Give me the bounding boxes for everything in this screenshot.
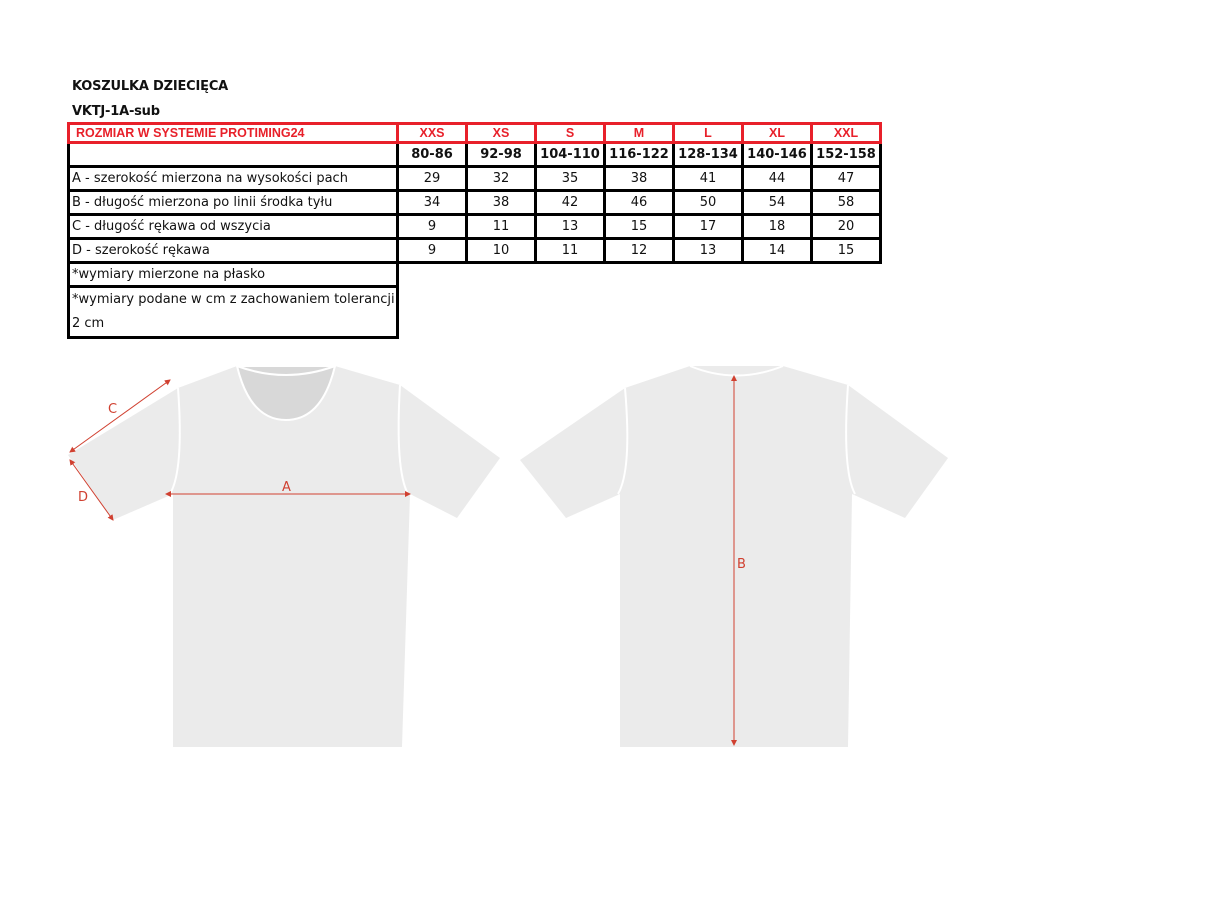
label-b: B — [737, 557, 746, 572]
value-cell: 20 — [810, 213, 882, 240]
table-row: D - szerokość rękawa 9 10 11 12 13 14 15 — [67, 237, 882, 264]
height-cell: 116-122 — [603, 141, 675, 168]
height-cell: 92-98 — [465, 141, 537, 168]
value-cell: 41 — [672, 165, 744, 192]
table-row: A - szerokość mierzona na wysokości pach… — [67, 165, 882, 192]
row-label: A - szerokość mierzona na wysokości pach — [67, 165, 399, 192]
product-title: KOSZULKA DZIECIĘCA — [72, 79, 229, 94]
value-cell: 9 — [396, 213, 468, 240]
label-d: D — [78, 490, 88, 505]
value-cell: 12 — [603, 237, 675, 264]
value-cell: 38 — [603, 165, 675, 192]
height-cell: 80-86 — [396, 141, 468, 168]
label-a: A — [282, 480, 291, 495]
value-cell: 32 — [465, 165, 537, 192]
value-cell: 10 — [465, 237, 537, 264]
value-cell: 13 — [534, 213, 606, 240]
value-cell: 54 — [741, 189, 813, 216]
label-c: C — [108, 402, 117, 417]
measure-c-arrow — [69, 379, 171, 453]
value-cell: 9 — [396, 237, 468, 264]
value-cell: 35 — [534, 165, 606, 192]
value-cell: 46 — [603, 189, 675, 216]
value-cell: 13 — [672, 237, 744, 264]
value-cell: 11 — [465, 213, 537, 240]
size-m: M — [603, 122, 675, 144]
value-cell: 42 — [534, 189, 606, 216]
row-label: C - długość rękawa od wszycia — [67, 213, 399, 240]
value-cell: 15 — [603, 213, 675, 240]
size-xs: XS — [465, 122, 537, 144]
size-l: L — [672, 122, 744, 144]
note-row: *wymiary mierzone na płasko — [67, 261, 881, 288]
size-table: ROZMIAR W SYSTEMIE PROTIMING24 XXS XS S … — [67, 122, 882, 339]
value-cell: 14 — [741, 237, 813, 264]
value-cell: 50 — [672, 189, 744, 216]
value-cell: 38 — [465, 189, 537, 216]
value-cell: 29 — [396, 165, 468, 192]
height-cell: 152-158 — [810, 141, 882, 168]
value-cell: 34 — [396, 189, 468, 216]
value-cell: 11 — [534, 237, 606, 264]
empty-cell — [67, 141, 399, 168]
size-xxs: XXS — [396, 122, 468, 144]
size-s: S — [534, 122, 606, 144]
value-cell: 15 — [810, 237, 882, 264]
height-cell: 140-146 — [741, 141, 813, 168]
size-system-label: ROZMIAR W SYSTEMIE PROTIMING24 — [67, 122, 399, 144]
tshirt-front — [68, 365, 500, 747]
value-cell: 18 — [741, 213, 813, 240]
height-row: 80-86 92-98 104-110 116-122 128-134 140-… — [67, 141, 882, 168]
height-cell: 128-134 — [672, 141, 744, 168]
height-cell: 104-110 — [534, 141, 606, 168]
table-row: C - długość rękawa od wszycia 9 11 13 15… — [67, 213, 882, 240]
size-header-row: ROZMIAR W SYSTEMIE PROTIMING24 XXS XS S … — [67, 122, 882, 144]
value-cell: 58 — [810, 189, 882, 216]
row-label: D - szerokość rękawa — [67, 237, 399, 264]
note-flat: *wymiary mierzone na płasko — [67, 261, 399, 288]
table-row: B - długość mierzona po linii środka tył… — [67, 189, 882, 216]
value-cell: 44 — [741, 165, 813, 192]
note-tolerance: *wymiary podane w cm z zachowaniem toler… — [67, 285, 399, 339]
note-row: *wymiary podane w cm z zachowaniem toler… — [67, 285, 881, 339]
size-xl: XL — [741, 122, 813, 144]
product-code: VKTJ-1A-sub — [72, 104, 160, 119]
size-xxl: XXL — [810, 122, 882, 144]
row-label: B - długość mierzona po linii środka tył… — [67, 189, 399, 216]
measure-d-arrow — [69, 459, 114, 521]
value-cell: 17 — [672, 213, 744, 240]
value-cell: 47 — [810, 165, 882, 192]
